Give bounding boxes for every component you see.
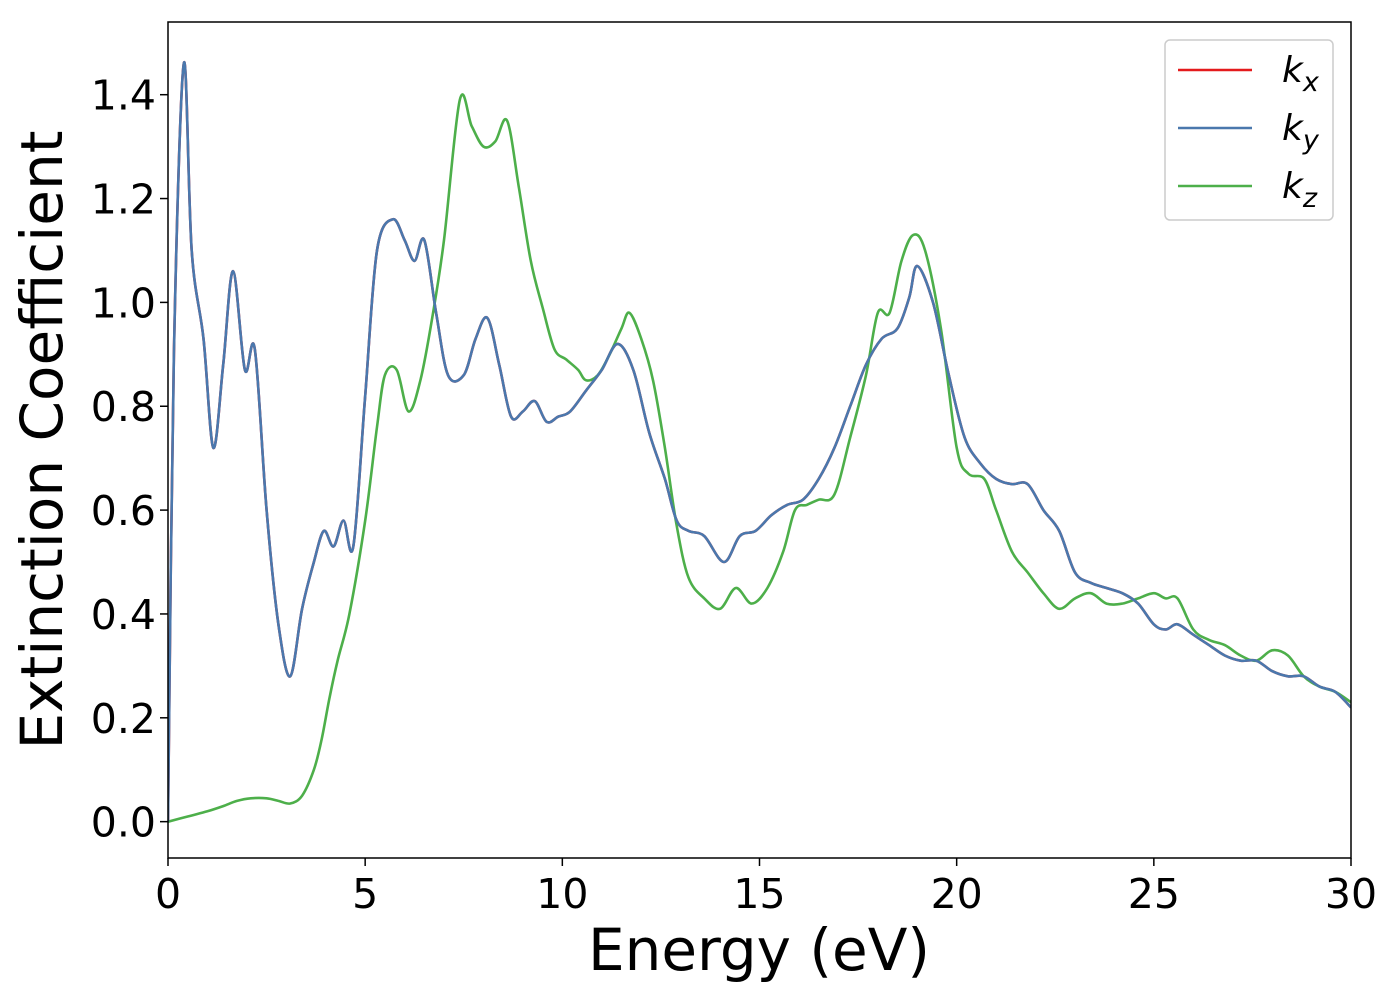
y-tick-label: 1.2 [91,176,156,224]
x-tick-label: 30 [1325,870,1377,918]
y-tick-label: 0.4 [91,591,156,639]
legend-label-kx: kx [1282,50,1320,98]
y-tick-label: 0.0 [91,799,156,847]
legend-label-subscript: x [1302,67,1320,98]
x-tick-label: 15 [733,870,785,918]
legend-label-main: k [1282,166,1305,207]
y-tick-label: 1.4 [91,72,156,120]
legend-label-kz: kz [1282,166,1318,214]
legend-label-main: k [1282,50,1305,91]
x-axis-title: Energy (eV) [588,916,930,984]
legend-label-main: k [1282,108,1305,149]
y-tick-label: 1.0 [91,279,156,327]
y-axis-title: Extinction Coefficient [8,131,76,750]
series-layer [168,60,1351,823]
y-tick-label: 0.2 [91,695,156,743]
series-line-kz [168,93,1351,823]
x-tick-label: 0 [155,870,181,918]
legend-label-subscript: y [1302,125,1320,156]
y-tick-label: 0.8 [91,383,156,431]
x-tick-label: 10 [536,870,588,918]
x-tick-label: 5 [352,870,378,918]
legend-box [1164,39,1334,221]
x-tick-label: 20 [931,870,983,918]
series-line-ky [168,60,1351,822]
y-axis: 0.0 0.2 0.4 0.6 0.8 1.0 1.2 1.4 [91,72,168,847]
legend-label-subscript: z [1302,183,1318,214]
x-axis: 0 5 10 15 20 25 30 [155,858,1377,918]
x-tick-label: 25 [1128,870,1180,918]
y-tick-label: 0.6 [91,487,156,535]
legend-label-ky: ky [1282,108,1320,156]
